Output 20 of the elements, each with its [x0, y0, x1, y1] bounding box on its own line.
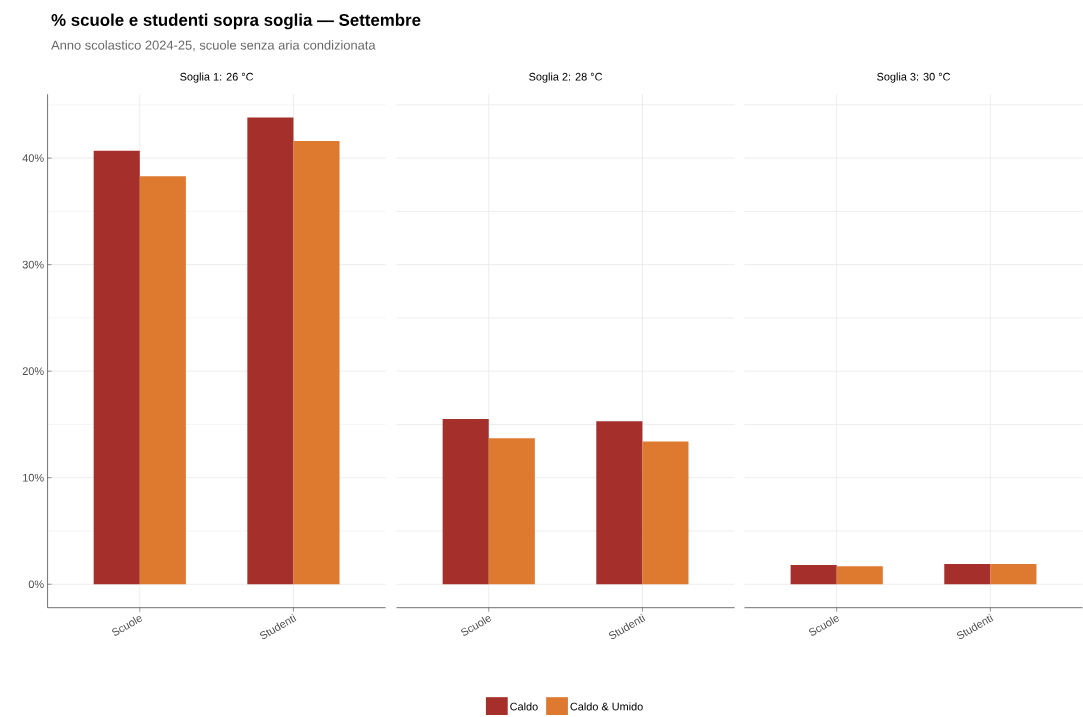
- bar: [247, 117, 294, 585]
- text: % scuole e studenti sopra soglia — Settembre: [51, 13, 421, 30]
- y-tick-label: 30%: [22, 260, 44, 269]
- legend-label: Caldo: [510, 702, 538, 711]
- bar: [293, 141, 340, 585]
- y-tick-label: 40%: [22, 154, 44, 162]
- bar: [642, 441, 689, 585]
- y-tick-label: 20%: [22, 367, 44, 376]
- chart-title: Soglia 2: 28 °C: [529, 72, 603, 83]
- legend-label: Caldo & Umido: [570, 702, 643, 711]
- y-tick-label: 10%: [23, 473, 44, 482]
- chart-title: Soglia 3: 30 °C: [877, 72, 951, 83]
- bar: [596, 421, 643, 585]
- bar: [139, 176, 186, 585]
- bar: [93, 150, 140, 585]
- text: Anno scolastico 2024-25, scuole senza aria condizionata: [51, 40, 376, 52]
- chart-title: Soglia 1: 26 °C: [180, 72, 254, 83]
- bar: [488, 438, 535, 585]
- y-tick-label: 0%: [28, 580, 44, 589]
- bar: [442, 419, 489, 585]
